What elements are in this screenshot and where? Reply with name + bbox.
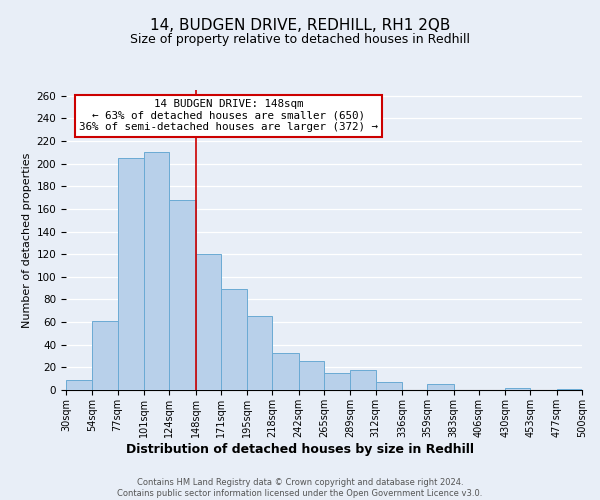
Bar [92,321,118,390]
Bar [557,389,582,390]
Bar [196,254,221,390]
Bar [350,370,376,390]
Y-axis label: Number of detached properties: Number of detached properties [22,152,32,328]
Text: 14 BUDGEN DRIVE: 148sqm
← 63% of detached houses are smaller (650)
36% of semi-d: 14 BUDGEN DRIVE: 148sqm ← 63% of detache… [79,99,378,132]
Text: 14, BUDGEN DRIVE, REDHILL, RH1 2QB: 14, BUDGEN DRIVE, REDHILL, RH1 2QB [150,18,450,32]
Bar [118,158,144,390]
Bar [324,373,350,390]
Bar [221,289,247,390]
Bar [272,352,299,390]
Text: Distribution of detached houses by size in Redhill: Distribution of detached houses by size … [126,442,474,456]
Bar [144,152,169,390]
Text: Contains HM Land Registry data © Crown copyright and database right 2024.
Contai: Contains HM Land Registry data © Crown c… [118,478,482,498]
Bar [376,382,402,390]
Bar [66,380,92,390]
Bar [247,316,272,390]
Bar [505,388,530,390]
Bar [427,384,454,390]
Bar [169,200,196,390]
Text: Size of property relative to detached houses in Redhill: Size of property relative to detached ho… [130,32,470,46]
Bar [299,360,324,390]
